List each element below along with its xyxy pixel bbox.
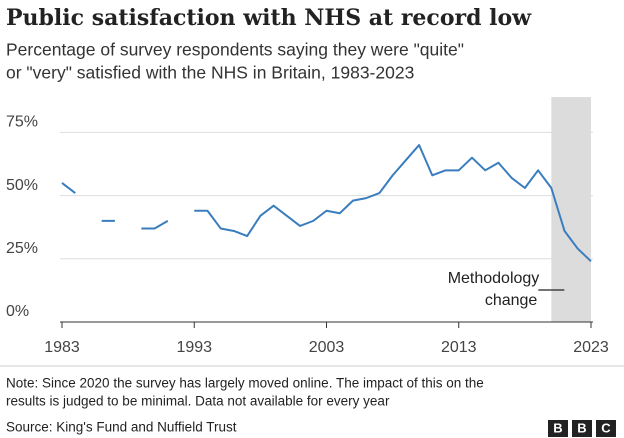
y-tick-label: 0% <box>6 303 29 320</box>
note: Note: Since 2020 the survey has largely … <box>6 376 484 391</box>
x-tick-label: 2003 <box>309 339 345 356</box>
data-line <box>141 220 169 230</box>
source: Source: King's Fund and Nuffield Trust <box>6 420 237 435</box>
y-tick-label: 25% <box>6 240 38 257</box>
x-tick-label: 1993 <box>176 339 212 356</box>
annotation: change <box>485 292 538 309</box>
data-line <box>194 144 592 263</box>
y-tick-label: 75% <box>6 114 38 131</box>
logo-box <box>548 420 568 437</box>
x-tick-label: 2023 <box>573 339 609 356</box>
subtitle: Percentage of survey respondents saying … <box>6 40 464 60</box>
logo-box <box>596 420 616 437</box>
y-tick-label: 50% <box>6 177 38 194</box>
x-tick-label: 2013 <box>441 339 477 356</box>
x-tick-label: 1983 <box>44 339 80 356</box>
logo-letter: B <box>577 420 586 435</box>
logo-letter: C <box>601 420 611 435</box>
logo-box <box>572 420 592 437</box>
chart-title: Public satisfaction with NHS at record l… <box>6 5 532 31</box>
logo-letter: B <box>553 420 562 435</box>
subtitle: or "very" satisfied with the NHS in Brit… <box>6 63 414 83</box>
annotation: Methodology <box>448 270 540 287</box>
note: results is judged to be minimal. Data no… <box>6 394 390 409</box>
data-line <box>61 182 76 194</box>
